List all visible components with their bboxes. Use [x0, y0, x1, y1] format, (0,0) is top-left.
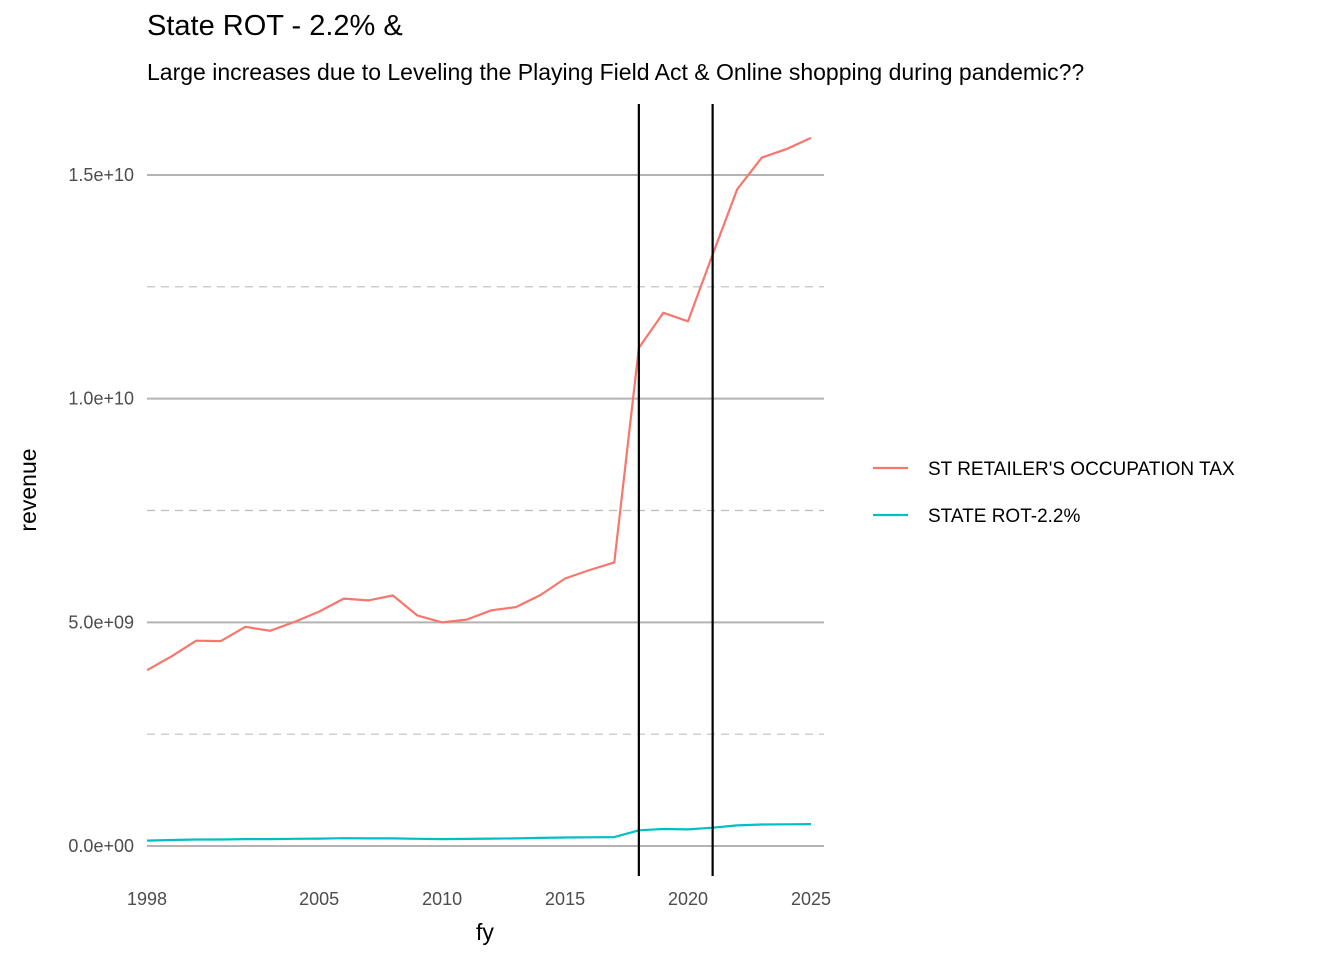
minor-gridlines: [147, 286, 824, 735]
legend: ST RETAILER'S OCCUPATION TAX STATE ROT-2.…: [873, 459, 1235, 527]
x-tick-label: 2025: [791, 889, 831, 909]
x-axis-ticks: 1998 2005 2010 2015 2020 2025: [127, 889, 831, 909]
series-line-1: [146, 823, 812, 842]
y-axis-title: revenue: [15, 448, 41, 531]
series-lines: [146, 136, 812, 842]
x-tick-label: 2010: [422, 889, 462, 909]
legend-label-1: STATE ROT-2.2%: [928, 506, 1080, 527]
x-tick-label: 1998: [127, 889, 167, 909]
chart-title: State ROT - 2.2% &: [147, 10, 403, 42]
x-tick-label: 2015: [545, 889, 585, 909]
reference-lines: [637, 104, 714, 876]
y-axis-ticks: 0.0e+00 5.0e+09 1.0e+10 1.5e+10: [68, 165, 134, 856]
legend-label-0: ST RETAILER'S OCCUPATION TAX: [928, 459, 1235, 480]
x-tick-label: 2020: [668, 889, 708, 909]
y-tick-label: 1.5e+10: [68, 165, 134, 185]
y-tick-label: 5.0e+09: [68, 612, 134, 632]
y-tick-label: 1.0e+10: [68, 389, 134, 409]
chart-subtitle: Large increases due to Leveling the Play…: [147, 59, 1085, 85]
major-gridlines: [147, 174, 824, 847]
x-axis-title: fy: [476, 919, 494, 945]
y-tick-label: 0.0e+00: [68, 836, 134, 856]
series-line-0: [146, 136, 812, 672]
x-tick-label: 2005: [299, 889, 339, 909]
